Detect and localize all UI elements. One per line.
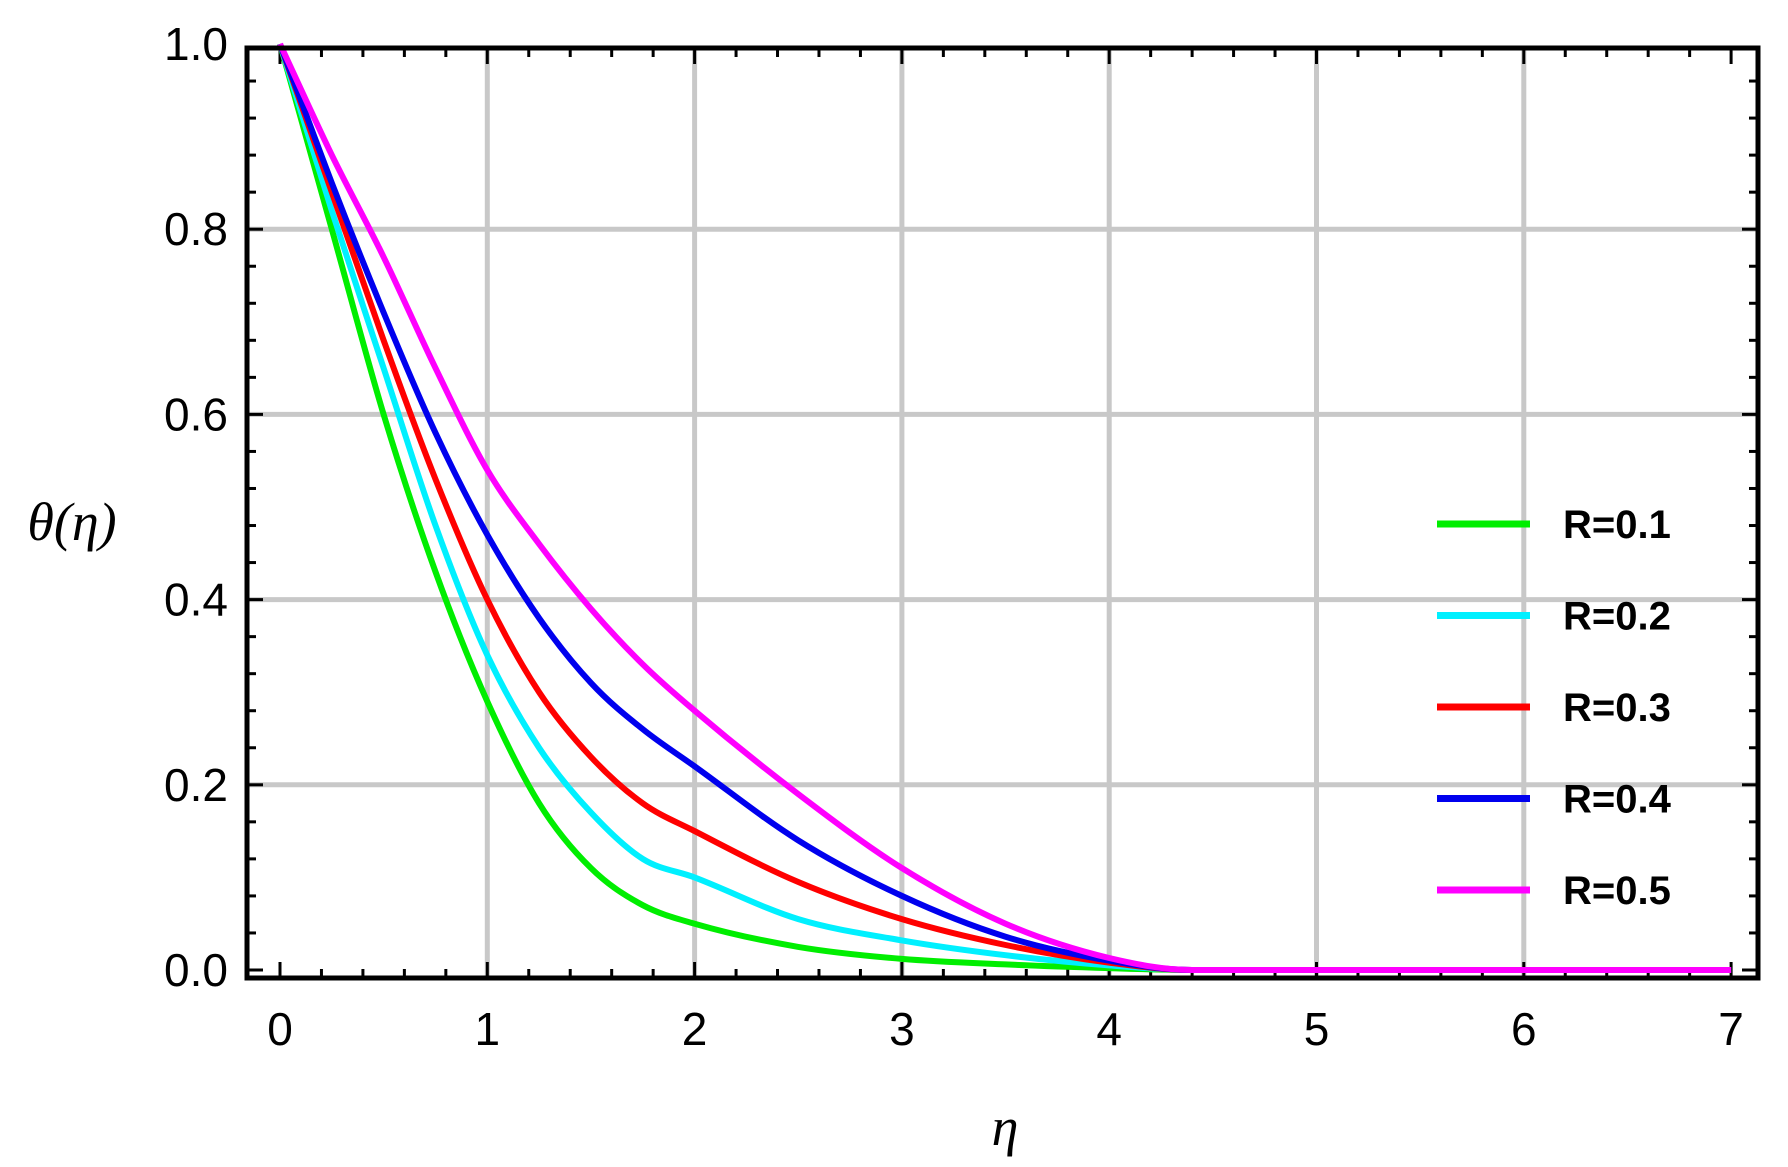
x-tick-label: 5 (1304, 1003, 1330, 1055)
y-axis-label: θ(η) (27, 492, 116, 552)
legend: R=0.1 R=0.2 R=0.3 R=0.4 R=0.5 (1437, 503, 1672, 913)
x-tick-label: 6 (1511, 1003, 1537, 1055)
legend-label: R=0.5 (1563, 869, 1671, 913)
x-tick-label: 0 (267, 1003, 293, 1055)
y-tick-label: 0.2 (164, 759, 228, 811)
x-tick-label: 7 (1718, 1003, 1744, 1055)
grid-lines (247, 48, 1758, 978)
y-tick-label: 0.6 (164, 388, 228, 440)
x-tick-label: 2 (682, 1003, 708, 1055)
y-tick-label: 0.8 (164, 203, 228, 255)
series-line-r-0-5 (277, 42, 1732, 974)
x-tick-label: 3 (889, 1003, 915, 1055)
x-tick-label: 1 (475, 1003, 501, 1055)
legend-label: R=0.4 (1563, 778, 1672, 822)
x-tick-labels: 0 1 2 3 4 5 6 7 (267, 1003, 1744, 1055)
x-tick-label: 4 (1096, 1003, 1122, 1055)
series-line-r-0-2 (277, 43, 1732, 974)
y-tick-label: 0.4 (164, 574, 228, 626)
y-tick-label: 0.0 (164, 944, 228, 996)
y-tick-labels: 0.0 0.2 0.4 0.6 0.8 1.0 (164, 18, 228, 996)
legend-label: R=0.2 (1563, 595, 1671, 639)
series-line-r-0-4 (277, 42, 1732, 974)
series-line-r-0-1 (277, 43, 1732, 974)
legend-label: R=0.1 (1563, 503, 1671, 547)
series-line-r-0-3 (277, 43, 1732, 974)
y-tick-label: 1.0 (164, 18, 228, 70)
legend-label: R=0.3 (1563, 686, 1671, 730)
x-axis-label: η (992, 1097, 1019, 1157)
plot-frame (244, 45, 1761, 981)
series-group (277, 42, 1732, 974)
